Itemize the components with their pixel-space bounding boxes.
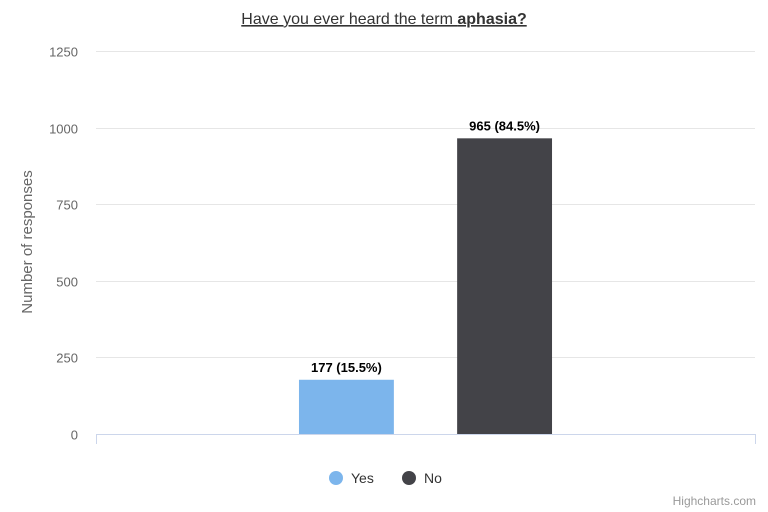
y-axis-title: Number of responses xyxy=(19,170,36,313)
legend-marker xyxy=(329,471,343,485)
y-tick-label: 250 xyxy=(56,351,78,366)
data-labels: 177 (15.5%) 965 (84.5%) xyxy=(311,118,540,374)
legend-marker xyxy=(402,471,416,485)
data-label-yes: 177 (15.5%) xyxy=(311,360,382,375)
y-tick-label: 1000 xyxy=(49,122,78,137)
bars xyxy=(298,138,553,434)
chart-title: Have you ever heard the term aphasia? xyxy=(241,11,526,28)
legend-item-no[interactable]: No xyxy=(402,470,442,486)
y-tick-label: 1250 xyxy=(49,45,78,60)
legend-label: Yes xyxy=(351,470,374,486)
bar-yes[interactable] xyxy=(298,379,394,434)
chart-title-prefix: Have you ever heard the term xyxy=(241,11,457,28)
chart-title-bold: aphasia? xyxy=(457,11,526,28)
legend-item-yes[interactable]: Yes xyxy=(329,470,374,486)
y-tick-label: 500 xyxy=(56,275,78,290)
credits-link[interactable]: Highcharts.com xyxy=(673,494,756,508)
legend: Yes No xyxy=(329,470,442,486)
y-tick-label: 750 xyxy=(56,198,78,213)
bar-no[interactable] xyxy=(457,138,553,434)
grid-lines xyxy=(96,51,755,358)
legend-label: No xyxy=(424,470,442,486)
y-tick-label: 0 xyxy=(71,428,78,443)
data-label-no: 965 (84.5%) xyxy=(469,118,540,133)
y-axis-ticks: 0 250 500 750 1000 1250 xyxy=(49,45,78,443)
